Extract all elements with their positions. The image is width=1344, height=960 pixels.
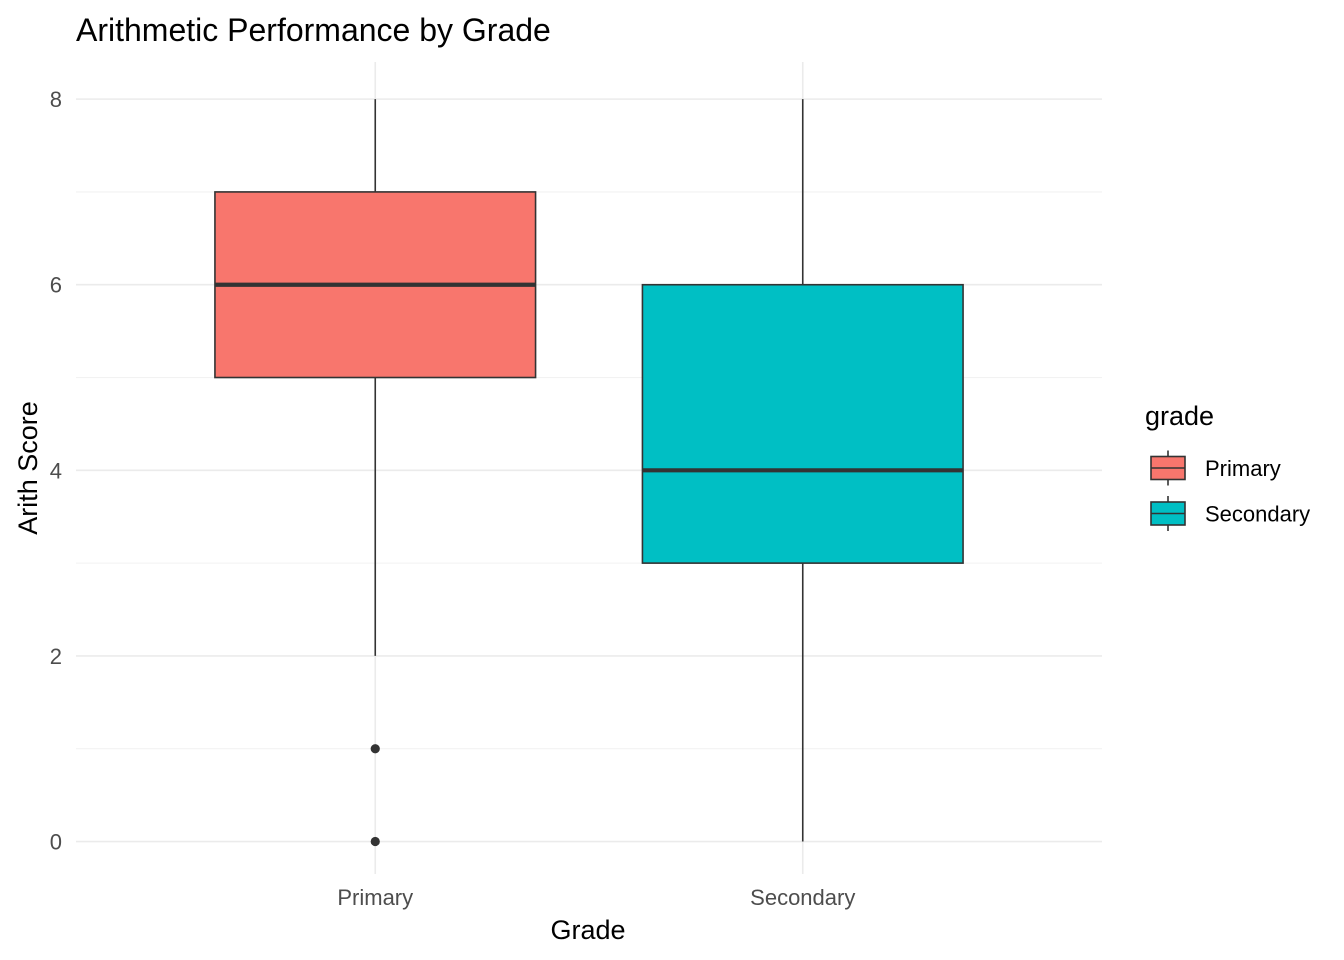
y-tick-label: 6 [50,273,62,298]
legend-label: Primary [1205,456,1281,481]
box-plots [214,99,964,847]
y-axis-title: Arith Score [13,401,43,535]
outlier-point [370,836,380,847]
box-primary [214,99,537,847]
legend-label: Secondary [1205,502,1310,527]
y-tick-label: 0 [50,830,62,855]
chart-title: Arithmetic Performance by Grade [76,12,551,48]
y-tick-label: 2 [50,644,62,669]
box-iqr [641,283,964,564]
y-axis-ticks: 0 2 4 6 8 [50,87,62,854]
y-tick-label: 4 [50,458,62,483]
legend-entries: Primary Secondary [1150,450,1310,531]
x-axis-ticks: Primary Secondary [337,885,855,910]
box-secondary [641,99,964,842]
y-tick-label: 8 [50,87,62,112]
outlier-point [370,744,380,754]
x-tick-label: Primary [337,885,413,910]
legend: grade Primary Secondary [1145,401,1310,531]
legend-title: grade [1145,401,1214,431]
x-tick-label: Secondary [750,885,855,910]
x-axis-title: Grade [550,915,625,945]
legend-entry-primary: Primary [1150,450,1281,486]
legend-entry-secondary: Secondary [1150,496,1310,531]
